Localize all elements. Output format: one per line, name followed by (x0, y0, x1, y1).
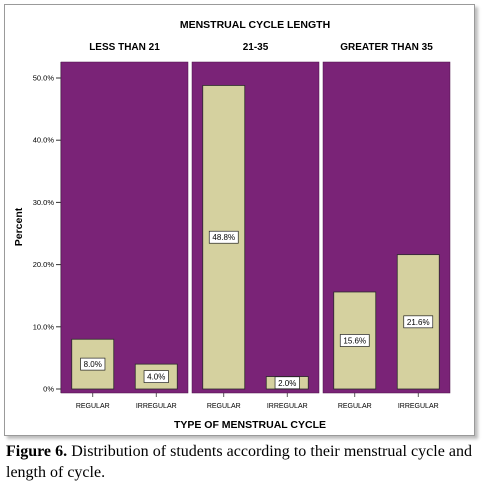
panel-background (60, 61, 189, 394)
data-label: 15.6% (343, 336, 366, 345)
data-label-box (208, 230, 239, 244)
data-label: 2.0% (278, 379, 296, 388)
caption-label: Figure 6. (6, 443, 68, 460)
data-label-box (403, 315, 434, 329)
data-label: 21.6% (407, 318, 430, 327)
x-tick-label: REGULAR (338, 403, 372, 410)
menstrual-cycle-chart: MENSTRUAL CYCLE LENGTH Percent TYPE OF M… (13, 19, 451, 431)
data-label: 48.8% (212, 233, 235, 242)
data-label-box (80, 357, 106, 371)
data-label: 4.0% (147, 373, 165, 382)
data-label: 8.0% (84, 360, 102, 369)
y-tick-label: 40.0% (33, 136, 55, 145)
data-label-box (143, 370, 169, 383)
y-axis-label: Percent (13, 207, 25, 246)
panel-header: 21-35 (243, 42, 269, 53)
x-axis-label: TYPE OF MENSTRUAL CYCLE (174, 419, 326, 431)
x-tick-label: IRREGULAR (136, 403, 177, 410)
caption-text: Distribution of students according to th… (6, 443, 472, 481)
panel-header: GREATER THAN 35 (340, 42, 433, 53)
y-tick-label: 50.0% (33, 74, 55, 83)
x-tick-label: IRREGULAR (398, 403, 439, 410)
figure-caption: Figure 6. Distribution of students accor… (6, 441, 472, 483)
y-tick-label: 10.0% (33, 322, 55, 331)
y-tick-label: 30.0% (33, 198, 55, 207)
chart-title: MENSTRUAL CYCLE LENGTH (180, 19, 330, 31)
panel-header: LESS THAN 21 (89, 42, 160, 53)
data-label-box (274, 376, 300, 390)
data-label-box (339, 334, 370, 347)
x-tick-label: REGULAR (76, 403, 110, 410)
y-tick-label: 20.0% (33, 260, 55, 269)
x-tick-label: IRREGULAR (267, 403, 308, 410)
y-tick-label: 0% (43, 385, 54, 394)
figure-frame: MENSTRUAL CYCLE LENGTH Percent TYPE OF M… (4, 4, 475, 436)
x-tick-label: REGULAR (207, 403, 241, 410)
